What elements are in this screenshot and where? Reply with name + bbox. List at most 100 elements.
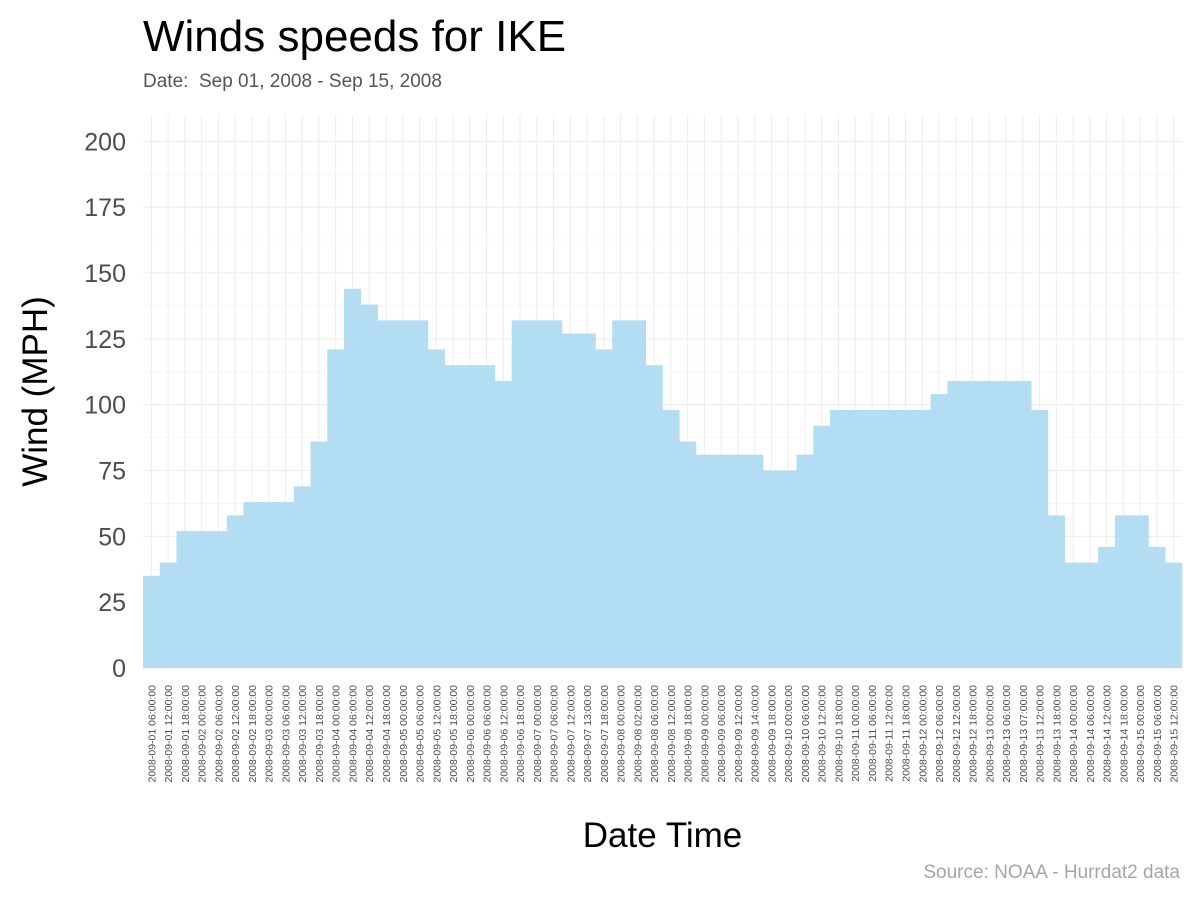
y-tick-label: 0 [112,655,126,683]
x-tick-label: 2008-09-11 18:00:00 [900,685,912,782]
bar [176,531,194,668]
y-tick-label: 200 [84,128,126,156]
bar [511,320,529,668]
x-tick-label: 2008-09-10 12:00:00 [817,685,829,783]
x-axis-ticks: 2008-09-01 06:00:00 2008-09-01 12:00:00 20… [146,685,1180,783]
bar [461,365,479,668]
x-tick-label: 2008-09-15 00:00:00 [1135,685,1147,783]
bar [645,365,663,668]
source-caption: Source: NOAA - Hurrdat2 data [923,862,1180,883]
bar [595,349,613,668]
bar [1165,562,1183,668]
x-tick-label: 2008-09-12 06:00:00 [934,685,946,783]
x-tick-label: 2008-09-06 00:00:00 [465,685,477,783]
y-tick-label: 25 [98,589,126,617]
x-tick-label: 2008-09-14 06:00:00 [1085,685,1097,783]
x-tick-label: 2008-09-08 12:00:00 [666,685,678,783]
x-tick-label: 2008-09-02 18:00:00 [247,685,259,783]
x-tick-label: 2008-09-11 06:00:00 [867,685,879,782]
y-axis-ticks: 0 25 50 75 100 125 150 175 200 [84,128,126,683]
x-tick-label: 2008-09-14 18:00:00 [1118,685,1130,783]
x-tick-label: 2008-09-03 18:00:00 [314,685,326,783]
bar [545,320,563,668]
y-tick-label: 50 [98,523,126,551]
bar [444,365,462,668]
x-axis-label: Date Time [583,816,743,855]
bar [913,409,931,668]
x-tick-label: 2008-09-08 18:00:00 [683,685,695,783]
bar [293,486,311,668]
x-tick-label: 2008-09-13 12:00:00 [1035,685,1047,783]
bar [1148,546,1166,668]
x-tick-label: 2008-09-03 00:00:00 [264,685,276,783]
bar [1098,546,1116,668]
bar [561,333,580,668]
y-tick-label: 150 [84,260,126,288]
x-tick-label: 2008-09-15 06:00:00 [1152,685,1164,783]
x-tick-label: 2008-09-04 06:00:00 [347,685,359,783]
x-tick-label: 2008-09-05 00:00:00 [398,685,410,783]
bar [478,365,496,668]
bar [1014,380,1032,668]
x-tick-label: 2008-09-07 00:00:00 [532,685,544,783]
y-tick-label: 100 [84,392,126,420]
bar [260,502,278,668]
x-tick-label: 2008-09-10 00:00:00 [783,685,795,783]
x-tick-label: 2008-09-05 06:00:00 [415,685,427,783]
x-tick-label: 2008-09-06 06:00:00 [482,685,494,783]
bar [980,380,998,668]
bar [947,380,965,668]
bar [528,320,546,668]
bar [746,454,764,668]
x-tick-label: 2008-09-09 06:00:00 [716,685,728,783]
x-tick-label: 2008-09-09 18:00:00 [766,685,778,783]
x-tick-label: 2008-09-12 18:00:00 [968,685,980,783]
x-tick-label: 2008-09-01 12:00:00 [163,685,175,783]
x-tick-label: 2008-09-14 00:00:00 [1068,685,1080,783]
bar [679,441,697,668]
bar [897,409,915,668]
bar [964,380,982,668]
bar [880,409,898,668]
bar [846,409,864,668]
x-tick-label: 2008-09-10 18:00:00 [833,685,845,783]
x-tick-label: 2008-09-07 06:00:00 [549,685,561,783]
x-tick-label: 2008-09-04 00:00:00 [331,685,343,783]
x-tick-label: 2008-09-13 18:00:00 [1051,685,1063,783]
x-tick-label: 2008-09-02 12:00:00 [230,685,242,783]
bar [729,454,747,668]
x-tick-label: 2008-09-13 00:00:00 [984,685,996,783]
x-tick-label: 2008-09-07 18:00:00 [599,685,611,783]
x-tick-label: 2008-09-04 12:00:00 [364,685,376,783]
bar [411,320,429,668]
bar [779,470,797,668]
x-tick-label: 2008-09-02 06:00:00 [213,685,225,783]
bar [193,531,211,668]
x-tick-label: 2008-09-13 07:00:00 [1018,685,1030,783]
x-tick-label: 2008-09-01 18:00:00 [180,685,192,783]
x-tick-label: 2008-09-15 12:00:00 [1169,685,1181,783]
x-tick-label: 2008-09-04 18:00:00 [381,685,393,783]
bar [612,320,630,668]
bar [1064,562,1082,668]
bar [997,380,1015,668]
x-tick-label: 2008-09-09 14:00:00 [750,685,762,783]
x-tick-label: 2008-09-03 12:00:00 [297,685,309,783]
bar [310,441,328,668]
x-tick-label: 2008-09-08 02:00:00 [632,685,644,783]
x-tick-label: 2008-09-11 00:00:00 [850,685,862,782]
x-tick-label: 2008-09-10 06:00:00 [800,685,812,783]
x-tick-label: 2008-09-01 06:00:00 [146,685,158,783]
bar [830,409,848,668]
x-tick-label: 2008-09-02 00:00:00 [197,685,209,783]
y-tick-label: 175 [84,194,126,222]
bar [143,575,161,668]
x-tick-label: 2008-09-06 18:00:00 [515,685,527,783]
bar [360,304,378,668]
bar [1131,515,1149,668]
bar [712,454,730,668]
bar [930,394,948,668]
x-tick-label: 2008-09-05 12:00:00 [431,685,443,783]
x-tick-label: 2008-09-08 06:00:00 [649,685,661,783]
